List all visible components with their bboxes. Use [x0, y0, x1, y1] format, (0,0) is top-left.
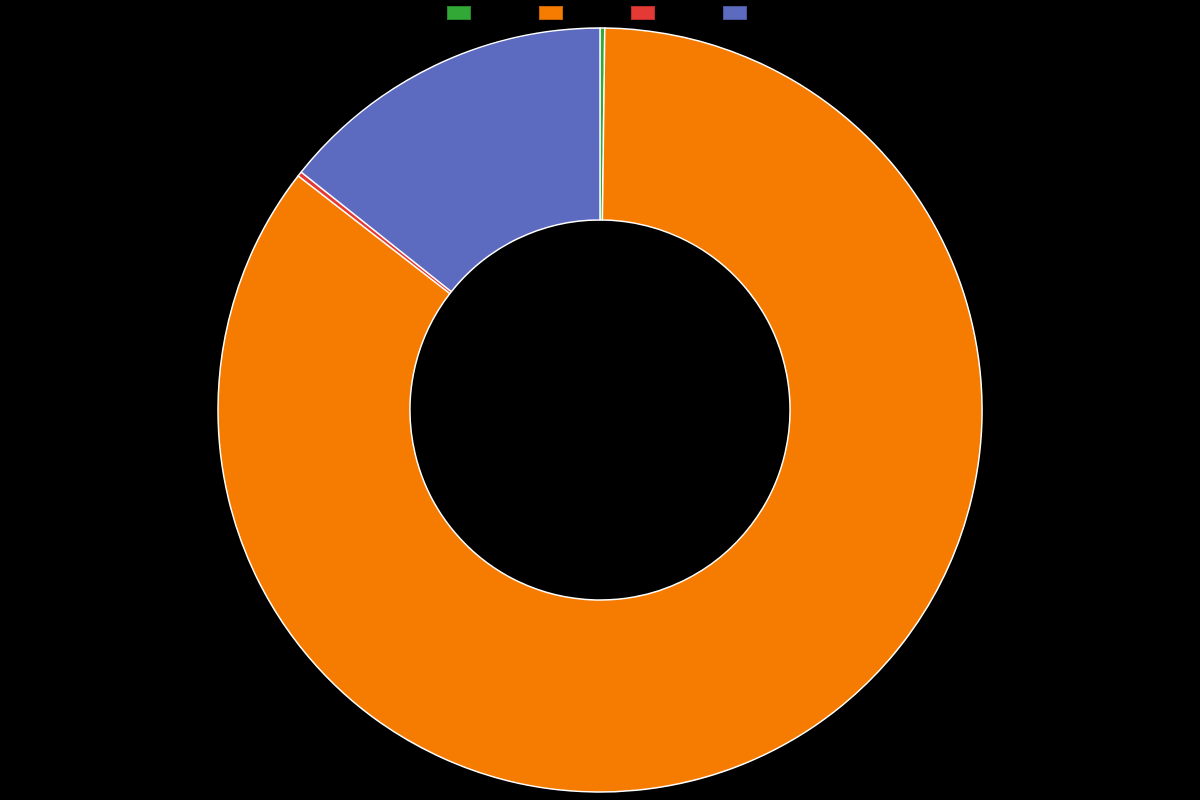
chart-canvas — [0, 0, 1200, 800]
donut-chart — [0, 0, 1200, 800]
donut-svg — [0, 0, 1200, 800]
